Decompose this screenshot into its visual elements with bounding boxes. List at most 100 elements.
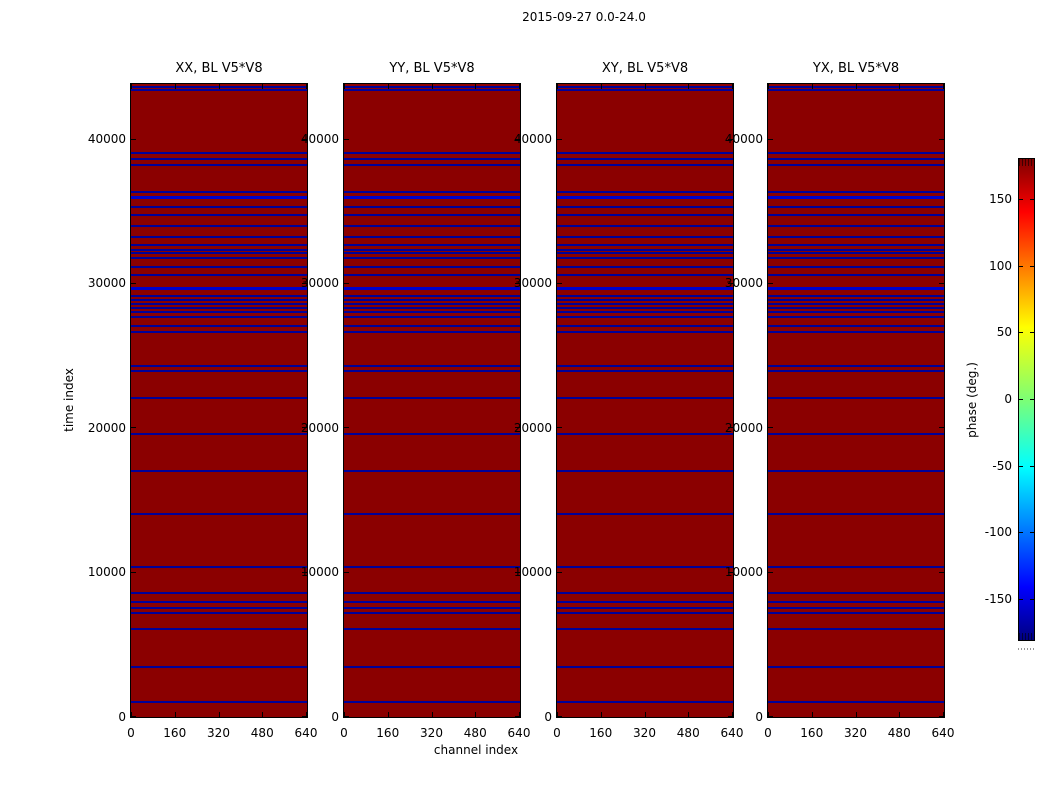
flagged-row-line: [344, 311, 520, 313]
colorbar-tickmark: [1019, 332, 1023, 333]
y-tickmark: [557, 139, 562, 140]
y-tick-label: 20000: [724, 420, 763, 435]
y-tickmark: [557, 283, 562, 284]
flagged-row-line: [131, 397, 307, 399]
flagged-row-line: [131, 244, 307, 246]
flagged-row-line: [344, 158, 520, 160]
x-tick-label: 0: [127, 726, 135, 740]
flagged-row-line: [131, 164, 307, 166]
flagged-row-line: [131, 214, 307, 216]
y-tickmark: [557, 716, 562, 717]
flagged-row-line: [557, 206, 733, 208]
flagged-row-line: [557, 316, 733, 318]
flagged-row-line: [768, 325, 944, 327]
x-tickmark: [768, 84, 769, 89]
flagged-row-line: [344, 196, 520, 199]
x-tickmark: [688, 712, 689, 717]
flagged-row-line: [557, 607, 733, 609]
y-tickmark: [768, 283, 773, 284]
flagged-row-line: [768, 470, 944, 472]
flagged-row-line: [131, 325, 307, 327]
x-tick-label: 160: [163, 726, 187, 740]
y-tickmark: [302, 716, 307, 717]
flagged-row-line: [557, 164, 733, 166]
y-tick-label: 20000: [513, 420, 552, 435]
flagged-row-line: [344, 191, 520, 193]
y-tickmark: [939, 427, 944, 428]
y-tickmark: [344, 283, 349, 284]
y-tick-label: 10000: [300, 565, 339, 580]
colorbar-tickmark: [1030, 199, 1034, 200]
x-tickmark: [344, 712, 345, 717]
x-tickmark: [175, 712, 176, 717]
flagged-row-line: [131, 287, 307, 290]
flagged-row-line: [768, 601, 944, 603]
flagged-row-line: [557, 214, 733, 216]
y-tickmark: [302, 572, 307, 573]
colorbar-tick-label: 150: [989, 192, 1012, 206]
flagged-row-line: [768, 331, 944, 333]
y-tickmark: [768, 427, 773, 428]
flagged-row-line: [131, 191, 307, 193]
flagged-row-line: [557, 274, 733, 276]
flagged-row-line: [557, 225, 733, 227]
flagged-row-line: [557, 628, 733, 630]
y-tick-label: 40000: [87, 131, 126, 146]
flagged-row-line: [557, 287, 733, 290]
flagged-row-line: [344, 295, 520, 297]
colorbar-bottom-hatch: [1019, 633, 1034, 640]
y-tickmark: [515, 139, 520, 140]
x-tickmark: [812, 84, 813, 89]
colorbar-tickmark: [1019, 599, 1023, 600]
heatmap-panel-xy: [556, 83, 734, 718]
flagged-row-line: [344, 152, 520, 154]
flagged-row-line: [131, 266, 307, 268]
x-tick-label: 640: [720, 726, 744, 740]
colorbar-tick-label: 0: [1004, 392, 1012, 406]
flagged-row-line: [557, 365, 733, 367]
x-tickmark: [899, 712, 900, 717]
flagged-row-line: [768, 397, 944, 399]
y-tick-label: 10000: [87, 565, 126, 580]
colorbar-tickmark: [1030, 266, 1034, 267]
x-tickmark: [943, 84, 944, 89]
colorbar-tick-label: 50: [996, 325, 1012, 339]
flagged-row-line: [131, 365, 307, 367]
y-tickmark: [131, 283, 136, 284]
flagged-row-line: [557, 236, 733, 238]
x-tickmark: [601, 84, 602, 89]
flagged-row-line: [768, 252, 944, 254]
flagged-row-line: [131, 612, 307, 614]
flagged-row-line: [131, 316, 307, 318]
flagged-row-line: [768, 89, 944, 91]
flagged-row-line: [768, 295, 944, 297]
flagged-row-line: [344, 433, 520, 435]
flagged-row-line: [557, 89, 733, 91]
y-tickmark: [515, 283, 520, 284]
x-tick-label: 0: [553, 726, 561, 740]
flagged-row-line: [768, 244, 944, 246]
panel-title-xy: XY, BL V5*V8: [601, 61, 689, 76]
y-tickmark: [302, 139, 307, 140]
flagged-row-line: [131, 299, 307, 301]
flagged-row-line: [131, 236, 307, 238]
y-tickmark: [728, 283, 733, 284]
colorbar-tick-label: 100: [989, 259, 1012, 273]
flagged-row-line: [344, 612, 520, 614]
flagged-row-line: [557, 470, 733, 472]
x-tickmark: [645, 84, 646, 89]
flagged-row-line: [344, 206, 520, 208]
x-tick-label: 640: [294, 726, 318, 740]
flagged-row-line: [131, 206, 307, 208]
flagged-row-line: [344, 331, 520, 333]
colorbar-tickmark: [1019, 199, 1023, 200]
y-tickmark: [344, 572, 349, 573]
x-tickmark: [475, 84, 476, 89]
x-tickmark: [768, 712, 769, 717]
x-tickmark: [519, 84, 520, 89]
flagged-row-line: [768, 274, 944, 276]
flagged-row-line: [344, 325, 520, 327]
x-tickmark: [306, 84, 307, 89]
x-tickmark: [175, 84, 176, 89]
flagged-row-line: [344, 397, 520, 399]
